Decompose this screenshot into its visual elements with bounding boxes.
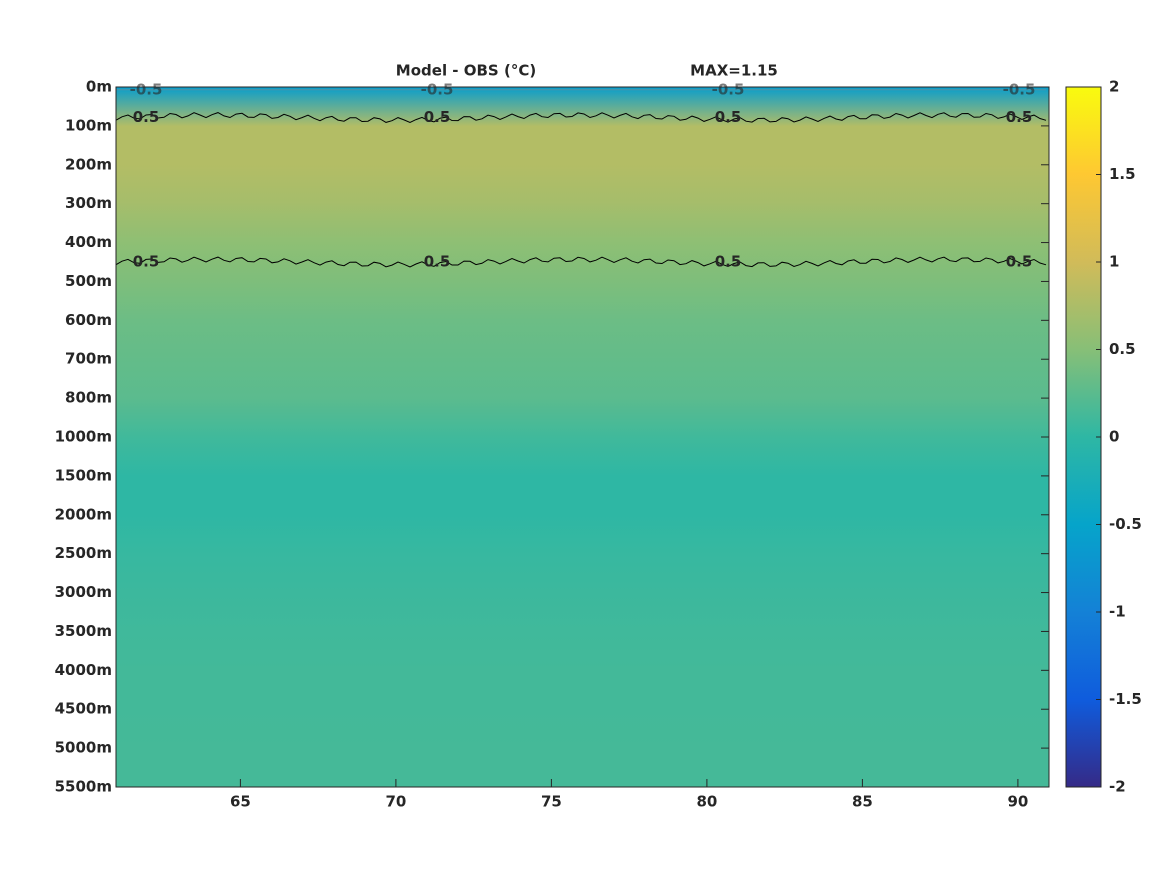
heat-cell <box>116 631 1049 671</box>
y-tick-label: 700m <box>65 350 112 368</box>
heat-cell <box>116 359 1049 399</box>
heat-cell <box>116 670 1049 710</box>
heat-cell <box>116 320 1049 360</box>
heat-cell <box>116 553 1049 594</box>
contour-label: 0.5 <box>424 253 451 271</box>
heat-cell <box>116 87 1049 127</box>
y-tick-label: 3000m <box>55 583 112 601</box>
y-tick-label: 0m <box>86 78 112 96</box>
y-tick-label: 400m <box>65 233 112 251</box>
colorbar <box>1065 86 1102 788</box>
heat-cell <box>116 125 1049 166</box>
colorbar-tick-label: 0 <box>1109 428 1119 446</box>
contour-label: -0.5 <box>421 80 454 98</box>
heat-cell <box>116 592 1049 632</box>
x-tick-label: 90 <box>1007 793 1028 811</box>
x-tick-label: 75 <box>541 793 562 811</box>
contour-label: 0.5 <box>1006 253 1033 271</box>
colorbar-tick-label: 1 <box>1109 253 1119 271</box>
y-tick-label: 5000m <box>55 739 112 757</box>
heat-cell <box>116 475 1049 516</box>
chart-title: Model - OBS (°C) <box>396 62 536 80</box>
y-tick-label: 500m <box>65 272 112 290</box>
y-tick-label: 600m <box>65 311 112 329</box>
x-tick-label: 65 <box>230 793 251 811</box>
x-tick-label: 85 <box>852 793 873 811</box>
colorbar-tick-label: -1.5 <box>1109 690 1142 708</box>
heat-cell <box>116 164 1049 205</box>
contour-label: -0.5 <box>1003 80 1036 98</box>
heat-cell <box>116 514 1049 555</box>
contour-label: 0.5 <box>1006 108 1033 126</box>
y-tick-label: 4500m <box>55 700 112 718</box>
y-tick-label: 2500m <box>55 544 112 562</box>
contour-label: 0.5 <box>424 108 451 126</box>
contour-line <box>115 256 1047 268</box>
y-tick-label: 800m <box>65 389 112 407</box>
max-annotation: MAX=1.15 <box>690 62 778 80</box>
y-tick-label: 200m <box>65 155 112 173</box>
contour-label: 0.5 <box>133 108 160 126</box>
y-tick-label: 1000m <box>55 428 112 446</box>
heat-cell <box>116 437 1049 477</box>
colorbar-tick-label: -2 <box>1109 778 1126 796</box>
heat-cell <box>116 281 1049 321</box>
colorbar-tick-label: -0.5 <box>1109 515 1142 533</box>
y-tick-label: 300m <box>65 194 112 212</box>
x-tick-label: 70 <box>385 793 406 811</box>
contour-line <box>115 112 1047 124</box>
y-tick-label: 4000m <box>55 661 112 679</box>
y-tick-label: 100m <box>65 116 112 134</box>
y-tick-label: 3500m <box>55 622 112 640</box>
contour-label: 0.5 <box>715 108 742 126</box>
y-tick-label: 5500m <box>55 778 112 796</box>
x-tick-label: 80 <box>696 793 717 811</box>
heat-cell <box>116 709 1049 749</box>
contour-label: -0.5 <box>130 80 163 98</box>
heat-cell <box>116 398 1049 438</box>
colorbar-tick-label: -1 <box>1109 603 1126 621</box>
heat-cell <box>116 203 1049 244</box>
colorbar-tick-label: 2 <box>1109 78 1119 96</box>
y-tick-label: 2000m <box>55 505 112 523</box>
colorbar-tick-label: 1.5 <box>1109 165 1136 183</box>
colorbar-tick-label: 0.5 <box>1109 340 1136 358</box>
contour-label: 0.5 <box>133 253 160 271</box>
contour-label: 0.5 <box>715 253 742 271</box>
y-tick-label: 1500m <box>55 466 112 484</box>
contour-label: -0.5 <box>712 80 745 98</box>
heat-cell <box>116 748 1049 788</box>
